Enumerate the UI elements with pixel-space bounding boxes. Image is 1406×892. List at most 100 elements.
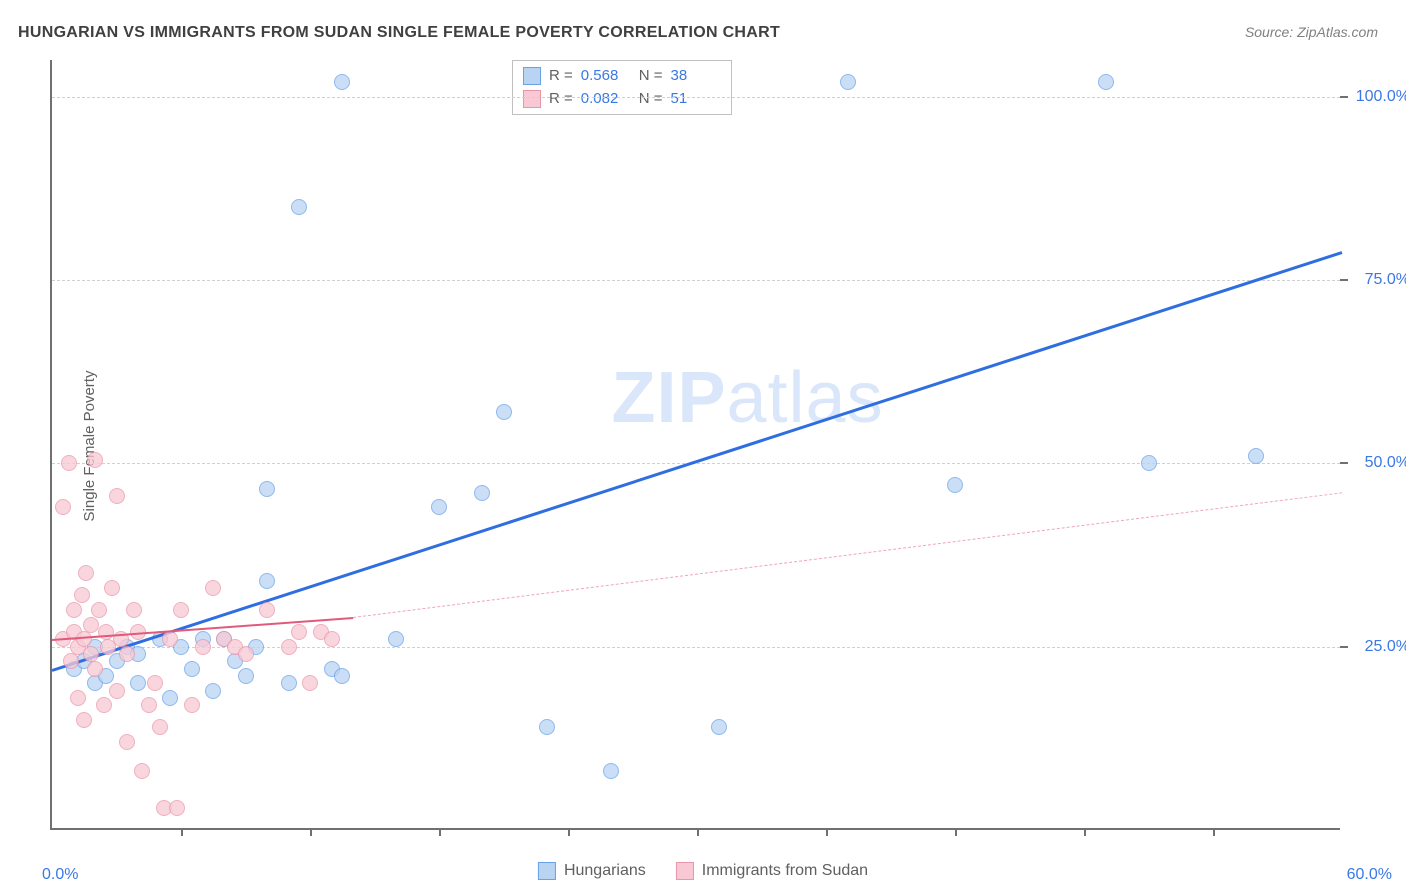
scatter-point	[334, 668, 350, 684]
scatter-point	[76, 712, 92, 728]
scatter-point	[147, 675, 163, 691]
scatter-point	[98, 624, 114, 640]
scatter-point	[259, 602, 275, 618]
stat-r-value: 0.082	[581, 88, 631, 111]
scatter-point	[152, 719, 168, 735]
stat-n-value: 38	[671, 65, 721, 88]
scatter-point	[76, 631, 92, 647]
scatter-point	[603, 763, 619, 779]
legend: Hungarians Immigrants from Sudan	[538, 862, 868, 880]
scatter-point	[173, 602, 189, 618]
stat-r-label: R =	[549, 65, 573, 88]
chart-container: HUNGARIAN VS IMMIGRANTS FROM SUDAN SINGL…	[0, 0, 1406, 892]
scatter-point	[1248, 448, 1264, 464]
scatter-point	[55, 499, 71, 515]
stats-row: R = 0.568 N = 38	[523, 65, 721, 88]
scatter-point	[334, 74, 350, 90]
x-tick	[181, 828, 183, 836]
x-tick	[310, 828, 312, 836]
scatter-point	[324, 631, 340, 647]
scatter-point	[91, 602, 107, 618]
stat-n-label: N =	[639, 65, 663, 88]
chart-title: HUNGARIAN VS IMMIGRANTS FROM SUDAN SINGL…	[18, 24, 780, 42]
scatter-point	[259, 573, 275, 589]
stat-r-value: 0.568	[581, 65, 631, 88]
stat-r-label: R =	[549, 88, 573, 111]
scatter-point	[184, 697, 200, 713]
plot-area: ZIPatlas R =0.568N =38R =0.082N =51 25.0…	[50, 60, 1340, 830]
scatter-point	[205, 580, 221, 596]
x-tick	[439, 828, 441, 836]
scatter-point	[162, 690, 178, 706]
scatter-point	[126, 602, 142, 618]
scatter-point	[539, 719, 555, 735]
x-tick	[1213, 828, 1215, 836]
x-tick	[697, 828, 699, 836]
stat-n-label: N =	[639, 88, 663, 111]
scatter-point	[291, 624, 307, 640]
scatter-point	[496, 404, 512, 420]
y-tick	[1340, 279, 1348, 281]
legend-label: Hungarians	[564, 862, 646, 880]
stats-box: R = 0.568 N = 38 R = 0.082 N = 51	[512, 60, 732, 115]
scatter-point	[205, 683, 221, 699]
scatter-point	[96, 697, 112, 713]
scatter-point	[474, 485, 490, 501]
scatter-point	[63, 653, 79, 669]
trend-line	[353, 493, 1342, 619]
scatter-point	[169, 800, 185, 816]
scatter-point	[947, 477, 963, 493]
gridline-h	[52, 97, 1340, 98]
scatter-point	[259, 481, 275, 497]
scatter-point	[711, 719, 727, 735]
legend-item: Hungarians	[538, 862, 646, 880]
scatter-point	[184, 661, 200, 677]
scatter-point	[238, 668, 254, 684]
x-tick	[826, 828, 828, 836]
scatter-point	[1098, 74, 1114, 90]
y-tick-label: 100.0%	[1356, 88, 1406, 106]
scatter-point	[61, 455, 77, 471]
y-tick	[1340, 96, 1348, 98]
scatter-point	[162, 631, 178, 647]
legend-swatch	[676, 862, 694, 880]
x-axis-max-label: 60.0%	[1347, 866, 1392, 884]
scatter-point	[840, 74, 856, 90]
y-tick	[1340, 462, 1348, 464]
scatter-point	[431, 499, 447, 515]
scatter-point	[291, 199, 307, 215]
scatter-point	[302, 675, 318, 691]
scatter-point	[281, 675, 297, 691]
scatter-point	[195, 639, 211, 655]
source-attribution: Source: ZipAtlas.com	[1245, 24, 1378, 40]
x-tick	[568, 828, 570, 836]
y-tick-label: 50.0%	[1365, 454, 1406, 472]
scatter-point	[1141, 455, 1157, 471]
stats-swatch	[523, 67, 541, 85]
y-tick-label: 25.0%	[1365, 638, 1406, 656]
y-tick	[1340, 646, 1348, 648]
scatter-point	[119, 734, 135, 750]
scatter-point	[134, 763, 150, 779]
scatter-point	[74, 587, 90, 603]
scatter-point	[388, 631, 404, 647]
x-tick	[955, 828, 957, 836]
scatter-point	[83, 617, 99, 633]
legend-swatch	[538, 862, 556, 880]
legend-label: Immigrants from Sudan	[702, 862, 868, 880]
stats-row: R = 0.082 N = 51	[523, 88, 721, 111]
y-tick-label: 75.0%	[1365, 271, 1406, 289]
scatter-point	[78, 565, 94, 581]
scatter-point	[119, 646, 135, 662]
x-tick	[1084, 828, 1086, 836]
stat-n-value: 51	[671, 88, 721, 111]
scatter-point	[83, 646, 99, 662]
scatter-point	[130, 675, 146, 691]
scatter-point	[109, 488, 125, 504]
scatter-point	[70, 690, 86, 706]
scatter-point	[104, 580, 120, 596]
scatter-point	[87, 661, 103, 677]
scatter-point	[281, 639, 297, 655]
scatter-point	[87, 452, 103, 468]
scatter-point	[66, 602, 82, 618]
